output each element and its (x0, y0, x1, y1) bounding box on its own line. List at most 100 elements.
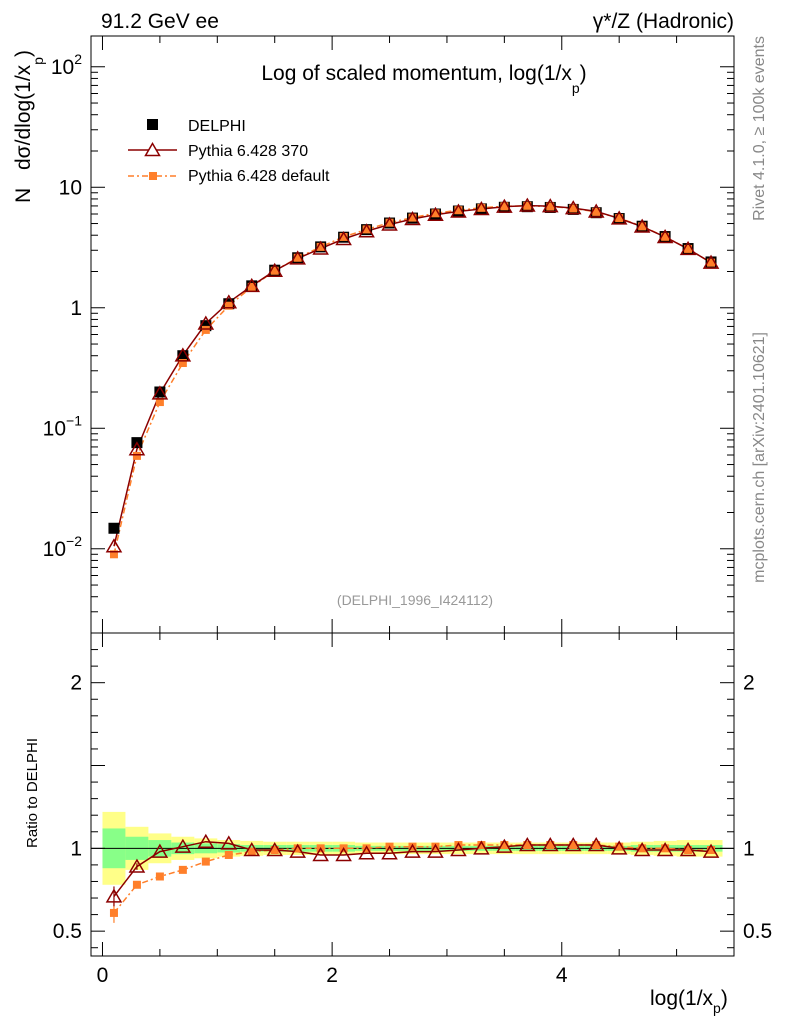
ratio-xlabel-text: log(1/x (650, 987, 714, 1010)
point-pythia-default (523, 201, 532, 210)
point-pythia-default (385, 218, 394, 227)
ratio-point-pythia-default (431, 842, 440, 851)
point-pythia-default (247, 282, 256, 291)
ratio-point-pythia-default (684, 845, 693, 854)
point-pythia-default (707, 258, 716, 267)
ratio-line-pythia-370 (113, 840, 712, 897)
ratio-point-pythia-default (661, 844, 670, 853)
ratio-point-pythia-370 (679, 842, 697, 857)
point-pythia-370 (656, 228, 674, 244)
ratio-point-pythia-370 (519, 837, 536, 852)
ratio-point-pythia-default (362, 844, 371, 853)
ratio-point-pythia-370 (174, 838, 192, 853)
ratio-point-pythia-default (109, 908, 118, 917)
header-right: γ*/Z (Hadronic) (593, 10, 734, 33)
point-pythia-default (293, 253, 302, 262)
point-pythia-default (316, 242, 325, 251)
main-ylabel-sub: p (30, 57, 46, 65)
point-pythia-default (569, 204, 578, 213)
ratio-point-pythia-370 (564, 837, 582, 852)
main-y-tick-label-exp: −2 (66, 533, 82, 549)
ratio-point-pythia-370 (243, 842, 261, 857)
main-y-tick-label-base: 10 (59, 176, 82, 199)
ratio-y-tick-label-right: 1 (743, 837, 755, 860)
ratio-point-pythia-370 (197, 833, 215, 848)
ratio-axes: 0 2 4 0.5 0.5 1 1 2 2 (53, 633, 772, 987)
point-pythia-370 (266, 262, 284, 277)
ratio-point-pythia-default (178, 865, 187, 874)
legend-marker-pythia-default (149, 172, 157, 180)
ratio-point-pythia-default (201, 857, 210, 866)
ratio-point-pythia-370 (633, 842, 651, 857)
ratio-x-tick-label: 0 (97, 964, 109, 987)
main-y-tick-label-base: 10 (43, 538, 66, 561)
ratio-point-pythia-370 (220, 835, 238, 850)
legend-label-delphi: DELPHI (188, 118, 246, 135)
ratio-xlabel-close: ) (721, 987, 728, 1010)
main-y-tick-label-base: 10 (43, 417, 66, 440)
ratio-point-pythia-default (270, 845, 279, 854)
ratio-point-pythia-default (408, 842, 417, 851)
ratio-point-pythia-370 (473, 840, 490, 855)
point-pythia-370 (335, 231, 352, 246)
legend: DELPHI Pythia 6.428 370 Pythia 6.428 def… (128, 118, 330, 185)
main-y-tick-label-exp: −1 (66, 412, 82, 428)
main-series (105, 197, 720, 559)
ratio-xlabel-sub: p (713, 1000, 721, 1016)
ratio-point-pythia-370 (404, 843, 421, 858)
point-delphi (154, 386, 166, 398)
ratio-point-pythia-default (477, 841, 486, 850)
ratio-point-pythia-370 (358, 845, 375, 860)
ratio-point-pythia-default (500, 841, 509, 850)
ratio-point-pythia-370 (335, 846, 352, 862)
point-pythia-default (592, 207, 601, 216)
main-ylabel-close: ) (12, 50, 35, 57)
point-pythia-370 (312, 240, 329, 255)
ratio-ylabel: Ratio to DELPHI (24, 738, 41, 848)
point-pythia-default (500, 202, 509, 211)
point-pythia-default (431, 209, 440, 218)
point-pythia-370 (519, 197, 536, 212)
point-pythia-default (155, 398, 164, 407)
ratio-y-tick-label-right: 2 (743, 672, 755, 695)
point-pythia-default (454, 206, 463, 215)
point-pythia-370 (358, 223, 375, 238)
ratio-point-pythia-default (707, 845, 716, 854)
ratio-point-pythia-default (454, 841, 463, 850)
point-delphi (200, 320, 212, 332)
legend-marker-pythia-370 (144, 142, 161, 157)
point-pythia-default (109, 550, 118, 559)
ratio-point-pythia-default (592, 841, 601, 850)
point-pythia-370 (404, 211, 421, 226)
main-title: Log of scaled momentum, log(1/xp) (261, 62, 586, 96)
main-y-tick-label: 10−2 (43, 533, 83, 561)
legend-label-pythia-370: Pythia 6.428 370 (188, 143, 308, 160)
main-y-tick-label: 10 (59, 176, 82, 199)
legend-label-pythia-default: Pythia 6.428 default (188, 168, 330, 185)
ratio-point-pythia-370 (541, 837, 559, 852)
main-y-tick-label: 1 (70, 297, 82, 320)
point-pythia-default (615, 214, 624, 223)
point-pythia-370 (381, 216, 398, 231)
point-pythia-default (638, 222, 647, 231)
ratio-point-pythia-default (615, 842, 624, 851)
point-pythia-default (362, 225, 371, 234)
main-title-sub: p (572, 80, 580, 96)
point-pythia-370 (496, 198, 513, 213)
point-pythia-default (408, 213, 417, 222)
ratio-point-pythia-default (546, 841, 555, 850)
ratio-point-pythia-default (224, 850, 233, 859)
ratio-point-pythia-370 (151, 843, 169, 858)
main-y-tick-label-base: 10 (51, 56, 74, 79)
point-pythia-default (339, 232, 348, 241)
ratio-y-tick-label: 1 (70, 837, 82, 860)
ratio-point-pythia-370 (128, 858, 146, 873)
point-pythia-default (178, 359, 187, 368)
main-title-close: ) (580, 62, 587, 85)
point-delphi (177, 350, 189, 362)
ratio-point-pythia-370 (656, 842, 674, 857)
ratio-point-pythia-370 (312, 846, 329, 862)
point-pythia-default (477, 203, 486, 212)
ratio-point-pythia-370 (289, 843, 306, 858)
